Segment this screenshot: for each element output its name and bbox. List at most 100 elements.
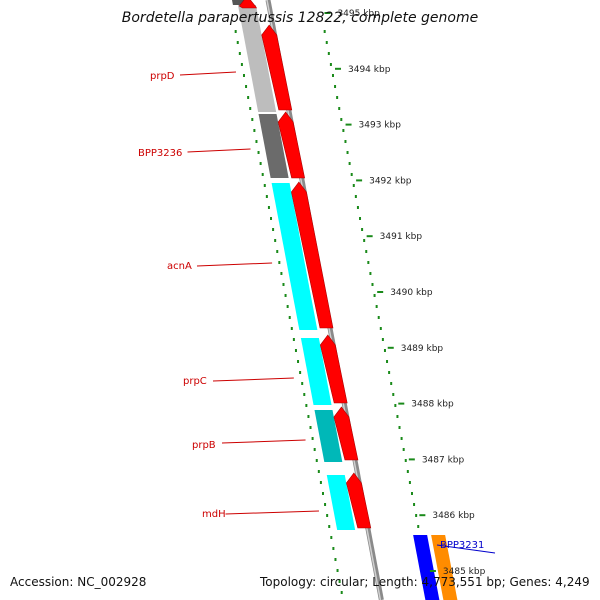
guide-dot-right bbox=[365, 250, 368, 253]
guide-dot-right bbox=[367, 261, 370, 264]
guide-dot-left bbox=[274, 239, 277, 242]
guide-dot-right bbox=[373, 294, 376, 297]
guide-dot-left bbox=[317, 470, 320, 473]
guide-dot-left bbox=[261, 173, 264, 176]
guide-dot-left bbox=[286, 305, 289, 308]
guide-dot-left bbox=[332, 547, 335, 550]
guide-dot-left bbox=[294, 349, 297, 352]
kbp-tick-label: 3494 kbp bbox=[348, 65, 391, 75]
category-block-BPP3236 bbox=[258, 114, 289, 178]
kbp-tick-label: 3486 kbp bbox=[432, 511, 475, 521]
guide-dot-right bbox=[413, 503, 416, 506]
guide-dot-right bbox=[331, 74, 334, 77]
guide-dot-right bbox=[383, 349, 386, 352]
guide-dot-left bbox=[242, 74, 245, 77]
gene-arrow-BPP3236 bbox=[277, 111, 306, 179]
gene-leader-line bbox=[179, 71, 237, 76]
guide-dot-left bbox=[297, 360, 300, 363]
guide-dot-left bbox=[259, 162, 262, 165]
guide-dot-right bbox=[377, 316, 380, 319]
guide-dot-left bbox=[290, 327, 293, 330]
guide-dot-left bbox=[280, 272, 283, 275]
gene-arrow-mdH bbox=[346, 472, 372, 529]
guide-dot-left bbox=[278, 261, 281, 264]
guide-dot-left bbox=[265, 195, 268, 198]
gene-leader-line bbox=[225, 510, 319, 515]
gene-labels: prpD BPP3236 acnA prpC prpB mdH BPP3231 bbox=[138, 71, 496, 554]
guide-dot-right bbox=[354, 195, 357, 198]
guide-dot-left bbox=[311, 437, 314, 440]
guide-dot-right bbox=[325, 41, 328, 44]
guide-dot-right bbox=[327, 52, 330, 55]
gene-arrow-prpC bbox=[319, 334, 348, 404]
guide-dot-left bbox=[267, 206, 270, 209]
guide-dot-left bbox=[321, 492, 324, 495]
guide-dot-left bbox=[330, 536, 333, 539]
guide-dot-left bbox=[313, 448, 316, 451]
guide-dot-left bbox=[272, 228, 275, 231]
genome-summary-text: Topology: circular; Length: 4,773,551 bp… bbox=[260, 575, 590, 589]
gene-arrow-acnA bbox=[291, 181, 334, 329]
guide-dot-right bbox=[371, 283, 374, 286]
guide-dot-right bbox=[394, 404, 397, 407]
kbp-tick-label: 3492 kbp bbox=[369, 176, 412, 186]
guide-dot-right bbox=[346, 151, 349, 154]
category-track bbox=[232, 0, 458, 600]
guide-dot-right bbox=[375, 305, 378, 308]
kbp-tick-label: 3485 kbp bbox=[443, 567, 486, 577]
guide-dot-left bbox=[282, 283, 285, 286]
guide-dot-right bbox=[381, 338, 384, 341]
guide-dot-right bbox=[342, 129, 345, 132]
gene-leader-line bbox=[212, 377, 294, 382]
kbp-tick-label: 3491 kbp bbox=[380, 232, 423, 242]
guide-dot-left bbox=[240, 63, 243, 66]
guide-dot-left bbox=[319, 481, 322, 484]
guide-dot-right bbox=[359, 217, 362, 220]
guide-dot-left bbox=[338, 580, 341, 583]
guide-dot-right bbox=[352, 184, 355, 187]
guide-dot-right bbox=[398, 426, 401, 429]
guide-dot-right bbox=[340, 118, 343, 121]
category-block-prpD bbox=[237, 5, 277, 112]
guide-dot-left bbox=[263, 184, 266, 187]
guide-dot-right bbox=[338, 107, 341, 110]
kbp-ticks: 3495 kbp 3494 kbp 3493 kbp 3492 kbp 3491 kbp… bbox=[324, 9, 486, 577]
guide-dot-left bbox=[303, 393, 306, 396]
gene-label-prpC: prpC bbox=[183, 376, 207, 387]
kbp-tick-label: 3493 kbp bbox=[359, 121, 402, 131]
category-block-prpC bbox=[300, 338, 332, 405]
guide-dot-left bbox=[309, 426, 312, 429]
guide-dot-right bbox=[356, 206, 359, 209]
guide-dot-right bbox=[361, 228, 364, 231]
guide-dot-left bbox=[238, 52, 241, 55]
gene-arrow-prpD bbox=[261, 24, 293, 111]
guide-dot-left bbox=[234, 30, 237, 33]
guide-dot-left bbox=[288, 316, 291, 319]
gene-track bbox=[238, 0, 372, 529]
guide-dot-left bbox=[270, 217, 273, 220]
guide-dot-left bbox=[257, 151, 260, 154]
guide-dot-left bbox=[301, 382, 304, 385]
guide-dot-right bbox=[329, 63, 332, 66]
guide-dot-right bbox=[336, 96, 339, 99]
guide-dot-left bbox=[305, 404, 308, 407]
guide-dot-left bbox=[315, 459, 318, 462]
tick-dots bbox=[234, 30, 432, 594]
gene-leader-line bbox=[436, 544, 496, 554]
guide-dot-left bbox=[284, 294, 287, 297]
guide-dot-right bbox=[363, 239, 366, 242]
guide-dot-left bbox=[340, 591, 343, 594]
kbp-tick-label: 3495 kbp bbox=[337, 9, 380, 19]
guide-dot-right bbox=[392, 393, 395, 396]
category-block-BPP3231b bbox=[431, 535, 458, 600]
guide-dot-right bbox=[344, 140, 347, 143]
gene-leader-line bbox=[196, 262, 273, 267]
guide-dot-left bbox=[255, 140, 258, 143]
guide-dot-left bbox=[324, 503, 327, 506]
gene-label-prpD: prpD bbox=[150, 71, 175, 82]
guide-dot-right bbox=[404, 459, 407, 462]
gene-label-prpB: prpB bbox=[192, 440, 216, 451]
guide-dot-left bbox=[236, 41, 239, 44]
guide-dot-left bbox=[247, 96, 250, 99]
